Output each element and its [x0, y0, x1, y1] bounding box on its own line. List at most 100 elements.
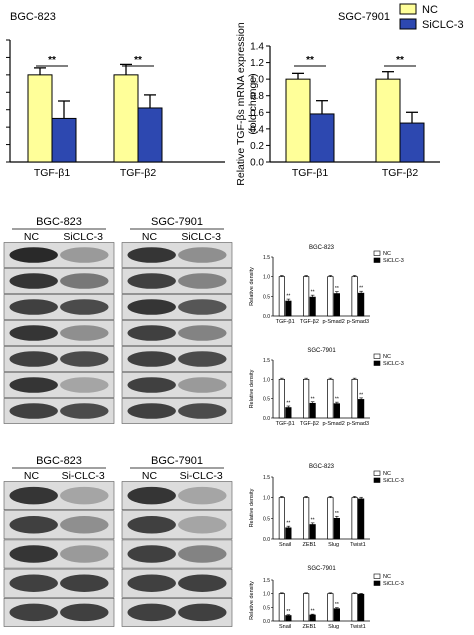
bar-nc [278, 378, 285, 419]
blot-panel: BGC-7901 NC Si-CLC-3 [121, 455, 233, 627]
x-tick-label: p-Smad2 [322, 421, 344, 427]
blot-band [178, 325, 227, 341]
y-axis-label: Relative density [249, 369, 255, 408]
y-tick-label: 1.5 [263, 475, 270, 481]
bar-nc [113, 74, 139, 163]
x-tick-label: Snail [279, 624, 291, 630]
significance-mark: ** [48, 55, 56, 66]
y-tick-label: 0.6 [250, 108, 264, 119]
y-axis-label: Relative TGF-βs mRNA expression [235, 22, 247, 186]
y-tick-label: 1.5 [263, 578, 270, 584]
blot-band [178, 299, 227, 315]
x-tick-label: Slug [328, 624, 339, 630]
chart-bot-2: SGC-7901 0.0 0.5 1.0 1.5 Relative density ** Sn… [249, 566, 404, 630]
y-axis-label: Relative density [249, 581, 255, 620]
bar-siclc [309, 402, 316, 419]
blot-band [9, 516, 58, 534]
bar-nc [327, 378, 334, 419]
y-tick-label: 1.0 [263, 275, 270, 281]
significance-mark: ** [311, 517, 315, 523]
bar-nc [351, 593, 358, 622]
legend-top: NC SiCLC-3 [399, 3, 464, 31]
blot-band [178, 377, 227, 393]
blot-band [127, 247, 176, 263]
blot-band [178, 545, 227, 563]
significance-mark: ** [286, 609, 290, 615]
y-tick-label: 1.0 [250, 75, 264, 86]
bar-siclc [333, 403, 340, 419]
blot-band [60, 247, 109, 263]
legend-label-siclc: SiCLC-3 [422, 19, 464, 31]
legend-swatch-nc [373, 250, 381, 256]
chart-top-left: BGC-823 ** TGF-β1 ** TGF-β2 [6, 11, 225, 179]
lane-label-si: SiCLC-3 [181, 231, 221, 243]
x-tick-label: TGF-β2 [120, 167, 157, 179]
bar-nc [327, 497, 334, 540]
y-tick-label: 1.0 [263, 377, 270, 383]
y-tick-label: 0.4 [250, 124, 264, 135]
y-tick-label: 0.5 [263, 397, 270, 403]
chart-title: SGC-7901 [307, 348, 336, 354]
blot-title: BGC-823 [36, 455, 82, 467]
y-axis-label: Relative density [249, 488, 255, 527]
significance-mark: ** [335, 286, 339, 292]
bar-siclc [358, 292, 365, 317]
legend-swatch-nc [373, 573, 381, 579]
significance-mark: ** [134, 55, 142, 66]
x-tick-label: TGF-β1 [34, 167, 71, 179]
blot-band [127, 273, 176, 289]
chart-mid-2: SGC-7901 0.0 0.5 1.0 1.5 Relative density ** TG… [249, 348, 404, 427]
bar-siclc [285, 615, 292, 622]
legend-swatch-siclc [373, 477, 381, 483]
x-tick-label: p-Smad3 [347, 421, 369, 427]
bar-nc [303, 497, 310, 540]
x-tick-label: TGF-β1 [276, 319, 295, 325]
legend-label-nc: NC [383, 251, 391, 257]
lane-label-si: Si-CLC-3 [180, 470, 223, 482]
blot-band [9, 377, 58, 393]
x-tick-label: TGF-β1 [292, 167, 329, 179]
significance-mark: ** [311, 396, 315, 402]
bar-siclc [309, 296, 316, 317]
legend-label-nc: NC [422, 4, 438, 16]
significance-mark: ** [335, 602, 339, 608]
lane-label-nc: NC [142, 470, 158, 482]
bar-nc [303, 378, 310, 419]
blot-band [9, 273, 58, 289]
y-tick-label: 1.5 [263, 358, 270, 364]
blot-band [127, 516, 176, 534]
blot-panel: BGC-823 NC SiCLC-3 [3, 216, 115, 424]
bar-nc [278, 497, 285, 540]
x-tick-label: p-Smad3 [347, 319, 369, 325]
bar-nc [278, 593, 285, 622]
legend-label-nc: NC [383, 574, 391, 580]
chart-title: BGC-823 [10, 11, 56, 23]
blot-band [9, 486, 58, 505]
blot-panel: SGC-7901 NC SiCLC-3 [121, 216, 233, 424]
y-tick-label: 1.0 [263, 496, 270, 502]
legend-swatch-nc [373, 470, 381, 476]
x-tick-label: p-Smad2 [322, 319, 344, 325]
x-tick-label: Slug [328, 542, 339, 548]
significance-mark: ** [306, 55, 314, 66]
y-axis-label-2: (fold change) [247, 73, 259, 134]
legend-label-nc: NC [383, 354, 391, 360]
y-tick-label: 1.2 [250, 58, 264, 69]
blot-band [9, 299, 58, 315]
significance-mark: ** [359, 286, 363, 292]
bar-siclc [137, 107, 163, 163]
y-tick-label: 0.0 [250, 158, 264, 169]
bar-siclc [399, 122, 425, 163]
legend-swatch-siclc [399, 18, 417, 30]
y-tick-label: 1.4 [250, 42, 264, 53]
lane-label-nc: NC [24, 231, 40, 243]
blot-band [60, 377, 109, 393]
blot-band [127, 574, 176, 592]
y-tick-label: 1.0 [263, 592, 270, 598]
bar-nc [27, 74, 53, 163]
blot-band [9, 403, 58, 419]
bar-siclc [358, 498, 365, 540]
blot-band [60, 516, 109, 534]
x-tick-label: TGF-β1 [276, 421, 295, 427]
significance-mark: ** [335, 511, 339, 517]
